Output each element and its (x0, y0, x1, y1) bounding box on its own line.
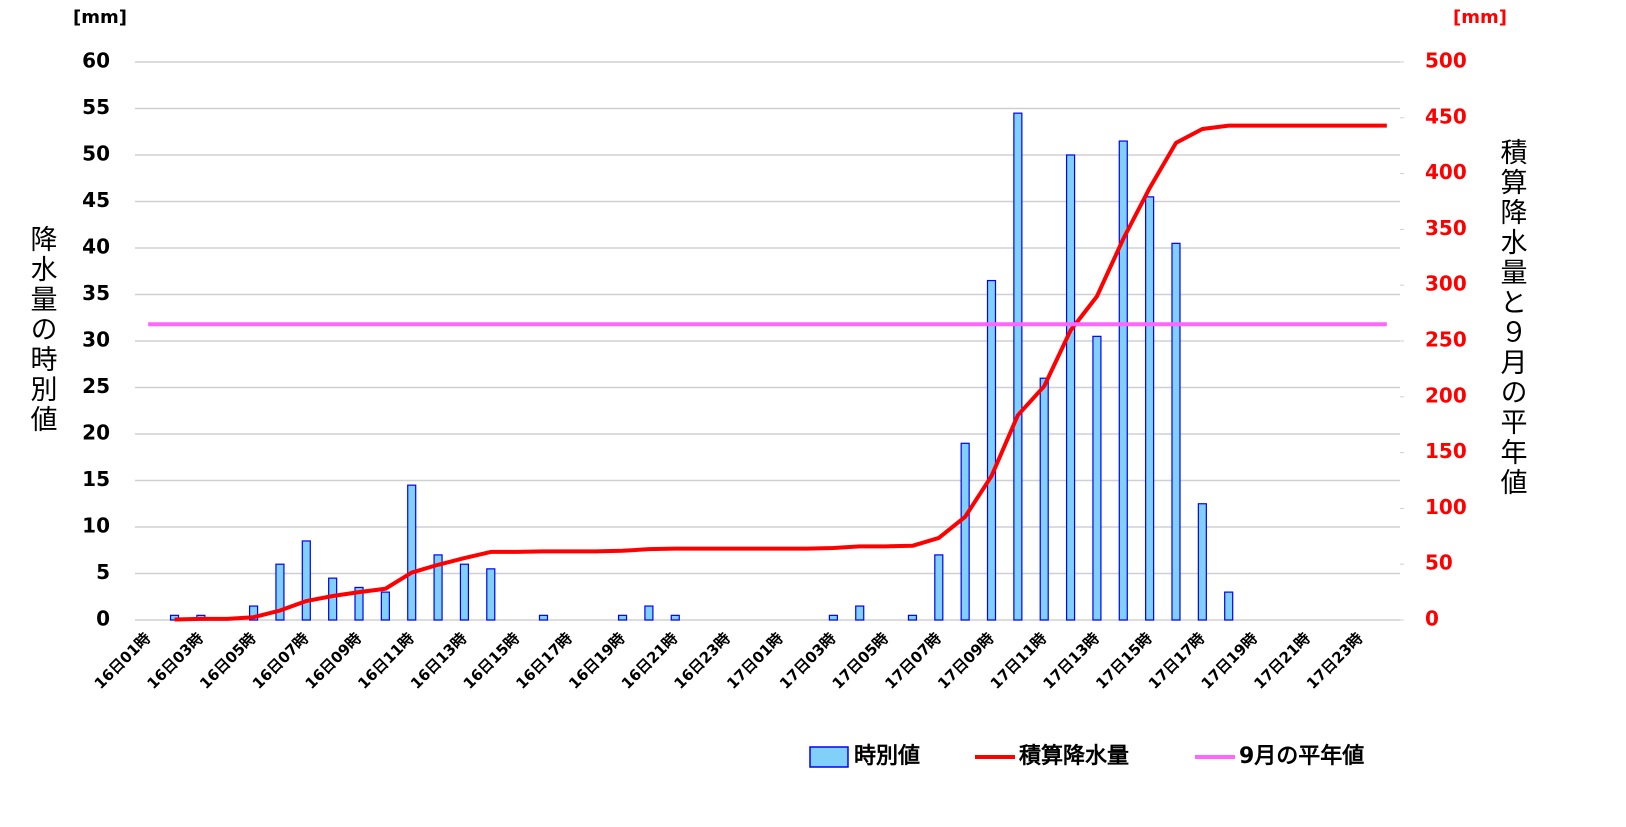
y2-tick-label: 500 (1425, 49, 1467, 73)
y-tick-label: 45 (82, 188, 110, 212)
x-tick-label: 16日01時 (91, 629, 154, 692)
bar (907, 614, 918, 621)
bar (354, 586, 364, 621)
y-tick-label: 60 (82, 49, 110, 73)
y2-tick-label: 0 (1425, 607, 1439, 631)
bar (275, 563, 285, 621)
y-tick-label: 15 (82, 467, 110, 491)
bar (301, 540, 311, 621)
bar (828, 614, 838, 621)
x-tick-label: 17日01時 (723, 629, 786, 692)
bar (486, 568, 496, 621)
y-tick-label: 5 (96, 560, 110, 584)
x-tick-label: 17日23時 (1303, 629, 1366, 692)
x-tick-label: 17日13時 (1039, 629, 1102, 692)
x-tick-label: 17日05時 (829, 629, 892, 692)
y2-axis-title: 積算降水量と９月の平年値 (1496, 138, 1528, 498)
x-tick-label: 17日17時 (1145, 629, 1208, 692)
x-tick-label: 16日09時 (302, 629, 365, 692)
y-unit: [mm] (73, 7, 127, 28)
legend-label: 積算降水量 (1019, 743, 1129, 769)
x-tick-label: 16日19時 (565, 629, 628, 692)
bar (1013, 112, 1023, 621)
bar (644, 605, 654, 621)
bar (433, 554, 443, 621)
y2-tick-label: 200 (1425, 383, 1467, 407)
legend-label: 9月の平年値 (1239, 743, 1364, 769)
x-tick-label: 16日05時 (196, 629, 259, 692)
y2-tick-label: 350 (1425, 216, 1467, 240)
legend-swatch (809, 746, 849, 768)
y-axis-title: 降水量の時別値 (26, 225, 58, 435)
x-tick-label: 16日23時 (671, 629, 734, 692)
x-tick-label: 16日15時 (460, 629, 523, 692)
bar (1171, 242, 1181, 621)
bar (1065, 154, 1076, 621)
bar (670, 614, 680, 621)
y-tick-label: 20 (82, 421, 110, 445)
bar (538, 614, 549, 621)
x-tick-label: 17日09時 (934, 629, 997, 692)
y-tick-label: 35 (82, 281, 110, 305)
y-tick-label: 55 (82, 95, 110, 119)
y-tick-label: 50 (82, 142, 110, 166)
y2-tick-label: 100 (1425, 495, 1467, 519)
x-tick-label: 16日03時 (143, 629, 206, 692)
x-tick-label: 17日19時 (1198, 629, 1261, 692)
y2-unit: [mm] (1453, 7, 1507, 28)
y-tick-label: 40 (82, 235, 110, 259)
line (174, 123, 1387, 622)
bar (407, 484, 417, 621)
x-tick-label: 16日13時 (407, 629, 470, 692)
bar (1039, 377, 1049, 621)
bar (1224, 591, 1234, 621)
y-tick-label: 30 (82, 328, 110, 352)
y2-tick-label: 400 (1425, 160, 1467, 184)
y2-tick-label: 300 (1425, 272, 1467, 296)
x-tick-label: 16日21時 (618, 629, 681, 692)
x-tick-label: 17日21時 (1250, 629, 1313, 692)
y-tick-label: 10 (82, 514, 110, 538)
x-tick-label: 17日03時 (776, 629, 839, 692)
x-tick-label: 17日07時 (881, 629, 944, 692)
bar (934, 554, 944, 621)
x-tick-label: 16日11時 (354, 629, 417, 692)
bar (1092, 335, 1102, 621)
x-tick-label: 16日07時 (249, 629, 312, 692)
bar (986, 279, 997, 621)
bar (960, 442, 970, 621)
x-tick-label: 17日11時 (987, 629, 1050, 692)
bar (459, 563, 470, 621)
bar (855, 605, 865, 621)
legend-label: 時別値 (854, 744, 920, 769)
bar (1197, 503, 1207, 621)
y-tick-label: 25 (82, 374, 110, 398)
bar (1118, 140, 1128, 621)
x-tick-label: 17日15時 (1092, 629, 1155, 692)
bar (617, 614, 628, 621)
y2-tick-label: 150 (1425, 439, 1467, 463)
bar (380, 591, 390, 621)
bar (248, 605, 259, 621)
bar (1145, 196, 1155, 621)
y2-tick-label: 250 (1425, 328, 1467, 352)
y2-tick-label: 450 (1425, 104, 1467, 128)
x-tick-label: 16日17時 (512, 629, 575, 692)
y2-tick-label: 50 (1425, 551, 1453, 575)
y-tick-label: 0 (96, 607, 110, 631)
bar (328, 577, 338, 621)
